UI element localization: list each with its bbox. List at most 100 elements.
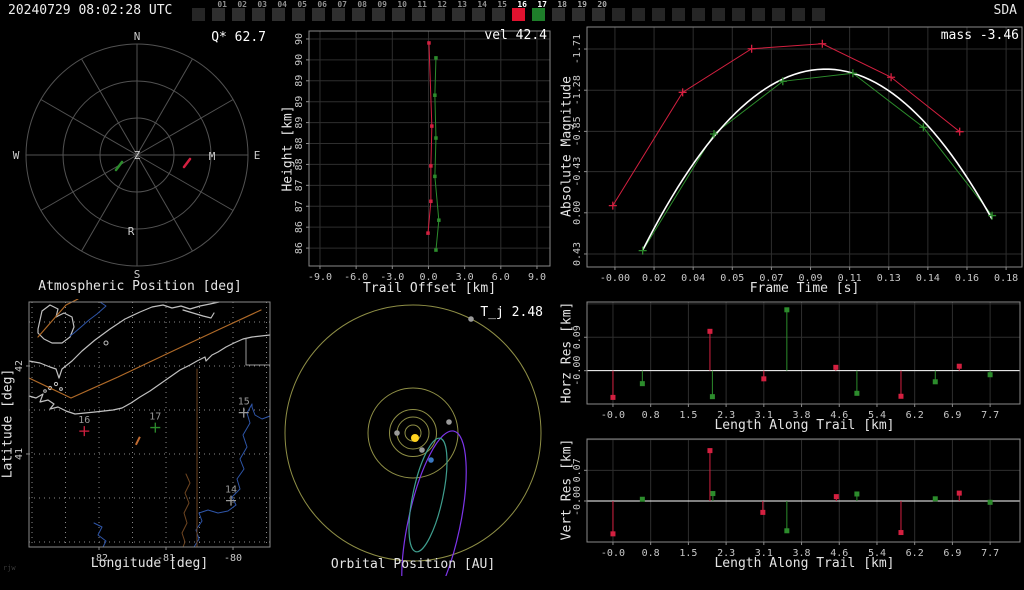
planet-orbit	[284, 304, 542, 562]
atmospheric-title: Atmospheric Position [deg]	[38, 279, 242, 294]
frame-box-number: 09	[377, 0, 387, 9]
polar-spoke	[81, 58, 138, 156]
frame-box-08[interactable]	[352, 8, 365, 21]
top-bar: 20240729 08:02:28 UTC 01 02 03 04 05 06 07 08 09…	[0, 0, 1024, 24]
marker-square	[898, 393, 904, 399]
y-tick-label: 90	[294, 54, 305, 66]
marker-square	[932, 496, 938, 502]
frame-box-18[interactable]	[552, 8, 565, 21]
frame-box-13[interactable]	[452, 8, 465, 21]
x-tick-label: 9.0	[528, 272, 546, 283]
frame-box-20[interactable]	[592, 8, 605, 21]
frame-box[interactable]	[772, 8, 785, 21]
x-tick-label: 7.7	[981, 410, 999, 421]
frame-box-01[interactable]	[212, 8, 225, 21]
x-tick-label: 0.11	[838, 273, 862, 284]
horz-res-xlabel: Length Along Trail [km]	[714, 418, 895, 433]
frame-box-07[interactable]	[332, 8, 345, 21]
frame-box-11[interactable]	[412, 8, 425, 21]
timestamp: 20240729 08:02:28 UTC	[8, 3, 173, 18]
frame-box[interactable]	[792, 8, 805, 21]
marker-square	[429, 199, 433, 204]
plot-frame	[586, 438, 1021, 543]
y-tick-label: 89	[294, 117, 305, 129]
y-tick-label: 88	[294, 137, 305, 149]
meteoroid-orbit-outer	[401, 430, 467, 576]
vert_res-markers-station-17	[639, 491, 993, 534]
frame-box-10[interactable]	[392, 8, 405, 21]
frame-box[interactable]	[652, 8, 665, 21]
frame-box-09[interactable]	[372, 8, 385, 21]
magnitude-markers-station-16	[608, 39, 964, 210]
trail-streak-green	[114, 160, 124, 172]
frame-box[interactable]	[812, 8, 825, 21]
x-tick-label: -9.0	[308, 272, 332, 283]
orbital-plot	[284, 304, 542, 576]
x-tick-label: 1.5	[679, 548, 697, 559]
y-tick-label: 90	[294, 33, 305, 45]
frame-box-number: 11	[417, 0, 427, 9]
y-tick-label: 0.09	[572, 325, 583, 349]
long-point-spit	[182, 309, 215, 319]
frame-box-04[interactable]	[272, 8, 285, 21]
tisserand-badge: T_j 2.48	[480, 305, 543, 320]
frame-box-number: 05	[297, 0, 307, 9]
frame-box-05[interactable]	[292, 8, 305, 21]
y-tick-label: 88	[294, 158, 305, 170]
trail-ylabel: Height [km]	[280, 105, 296, 192]
frame-box[interactable]	[712, 8, 725, 21]
plot-frame	[308, 30, 551, 267]
frame-box[interactable]	[692, 8, 705, 21]
frame-box[interactable]	[732, 8, 745, 21]
frame-box-number: 07	[337, 0, 347, 9]
frame-box-19[interactable]	[572, 8, 585, 21]
horz_res-markers-station-16	[610, 328, 962, 400]
frame-box-06[interactable]	[312, 8, 325, 21]
frame-box-16[interactable]	[512, 8, 525, 21]
frame-box[interactable]	[632, 8, 645, 21]
frame-box[interactable]	[672, 8, 685, 21]
frame-box-03[interactable]	[252, 8, 265, 21]
y-tick-label: 42	[14, 360, 25, 372]
marker-square	[433, 93, 437, 97]
marker-square	[427, 41, 431, 45]
x-tick-label: 3.8	[793, 548, 811, 559]
island-3	[59, 387, 63, 391]
frame-box-12[interactable]	[432, 8, 445, 21]
frame-box-17[interactable]	[532, 8, 545, 21]
x-tick-label: 3.0	[456, 272, 474, 283]
frame-box-15[interactable]	[492, 8, 505, 21]
river-branch-east	[251, 403, 271, 420]
marker-square	[854, 491, 860, 497]
marker-square	[437, 218, 441, 222]
frame-box-14[interactable]	[472, 8, 485, 21]
y-tick-label: 0.07	[572, 458, 583, 482]
x-tick-label: 6.2	[906, 548, 924, 559]
marker-plus	[608, 201, 617, 210]
horz_res-series-station-17	[641, 309, 991, 397]
atmospheric-plot: N S W E Z M R	[13, 30, 261, 281]
compass-label-N: N	[134, 30, 141, 43]
marker-square	[987, 499, 993, 505]
polar-spoke	[136, 154, 193, 252]
marker-square	[761, 376, 767, 382]
y-tick-label: 86	[294, 221, 305, 233]
marker-square	[932, 379, 938, 385]
x-tick-label: 6.0	[492, 272, 510, 283]
x-tick-label: 5.4	[868, 410, 886, 421]
marker-square	[898, 530, 904, 536]
x-tick-label: -80	[224, 553, 242, 564]
frame-box[interactable]	[192, 8, 205, 21]
frame-box[interactable]	[612, 8, 625, 21]
station-marker-14: 14	[225, 485, 237, 506]
marker-square	[639, 381, 645, 387]
frame-box-02[interactable]	[232, 8, 245, 21]
series-line	[642, 72, 993, 251]
polar-spoke	[136, 58, 193, 156]
marker-plus	[887, 73, 896, 82]
x-tick-label: 0.04	[681, 273, 705, 284]
y-tick-label: -1.71	[572, 34, 583, 64]
station-marker-17: 17	[149, 412, 161, 433]
frame-box[interactable]	[752, 8, 765, 21]
x-tick-label: 0.14	[916, 273, 940, 284]
